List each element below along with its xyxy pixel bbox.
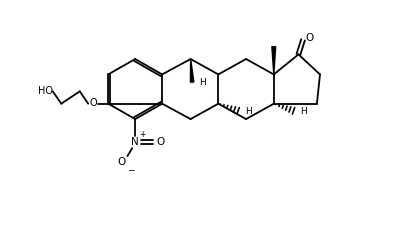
Text: O: O [306, 33, 314, 43]
Polygon shape [190, 59, 194, 82]
Text: +: + [140, 130, 146, 139]
Text: O: O [156, 137, 165, 147]
Text: O: O [89, 98, 97, 108]
Text: H: H [245, 107, 252, 116]
Text: HO: HO [38, 86, 53, 95]
Polygon shape [272, 47, 276, 74]
Text: H: H [301, 107, 307, 116]
Text: O: O [117, 157, 126, 167]
Text: H: H [200, 78, 206, 87]
Text: N: N [131, 137, 139, 147]
Text: −: − [127, 165, 134, 174]
